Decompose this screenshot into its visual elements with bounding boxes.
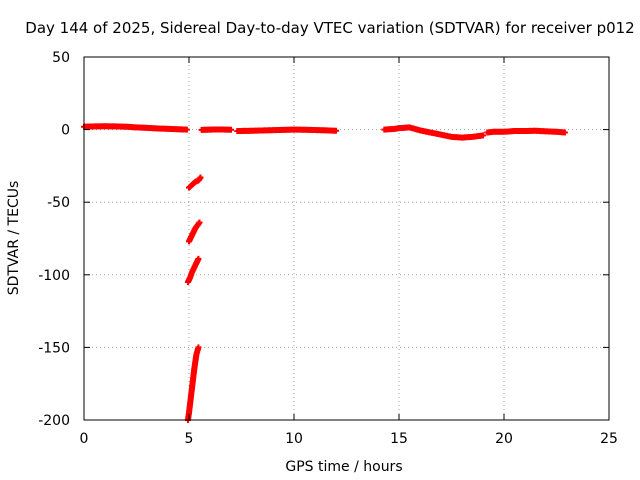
data-point xyxy=(196,219,203,226)
data-point xyxy=(333,127,339,134)
x-tick-label: 10 xyxy=(285,431,303,447)
y-tick-label: 0 xyxy=(61,123,70,139)
y-tick-label: -200 xyxy=(38,413,70,429)
x-tick-label: 0 xyxy=(80,431,89,447)
plot-frame xyxy=(83,56,610,421)
y-tick-label: -50 xyxy=(47,195,70,211)
data-point xyxy=(195,344,202,351)
data-point xyxy=(561,129,568,136)
axis-ticks: 0 5 10 15 20 25 50 0 -50 -100 -150 -200 xyxy=(38,50,618,447)
data-point xyxy=(228,126,234,133)
data-point xyxy=(197,174,204,181)
chart-title: Day 144 of 2025, Sidereal Day-to-day VTE… xyxy=(25,19,634,37)
data-point xyxy=(195,255,202,262)
data-points xyxy=(81,123,568,423)
x-tick-label: 25 xyxy=(600,431,618,447)
x-tick-label: 5 xyxy=(185,431,194,447)
x-tick-label: 15 xyxy=(390,431,408,447)
grid-lines xyxy=(84,57,609,420)
y-axis-label: SDTVAR / TECUs xyxy=(6,181,22,296)
y-tick-label: -100 xyxy=(38,268,70,284)
x-tick-label: 20 xyxy=(495,431,513,447)
y-tick-label: 50 xyxy=(52,50,70,66)
data-point xyxy=(480,132,486,139)
data-point xyxy=(183,126,190,133)
y-tick-label: -150 xyxy=(38,340,70,356)
x-axis-label: GPS time / hours xyxy=(285,459,402,475)
